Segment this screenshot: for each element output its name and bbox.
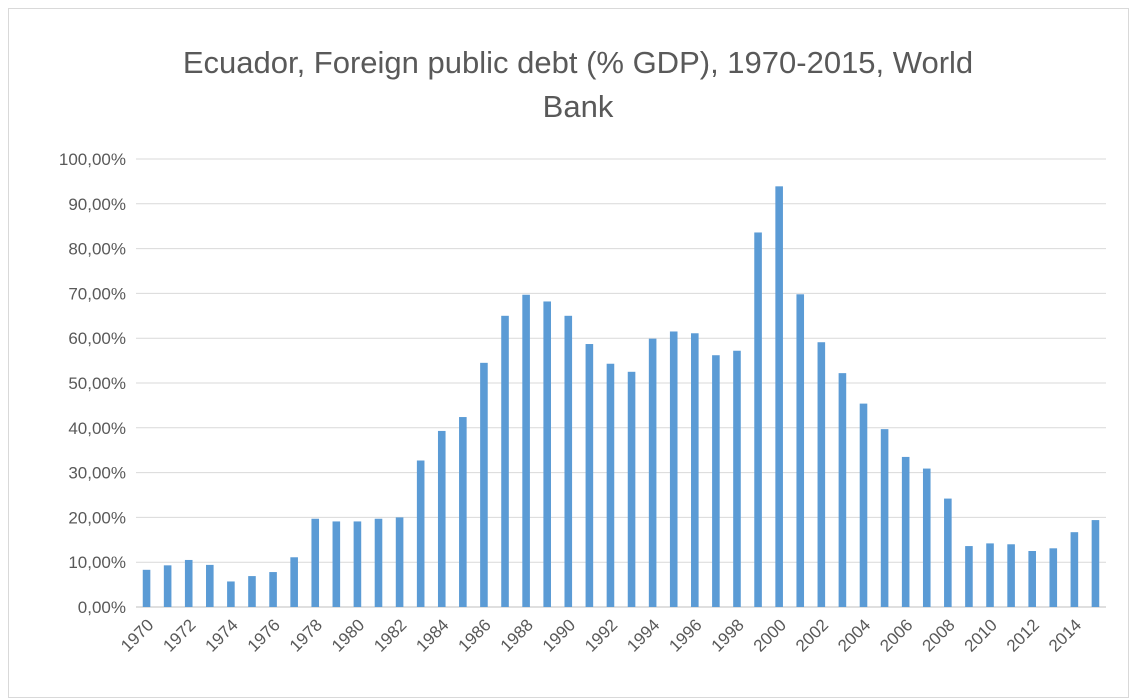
y-tick-label: 60,00%	[68, 329, 126, 348]
x-tick-label: 1986	[455, 615, 495, 655]
bar-1999	[754, 232, 762, 608]
bar-1990	[564, 315, 573, 607]
bar-2001	[796, 294, 805, 607]
bar-2006	[901, 456, 910, 607]
bar-1993	[627, 371, 636, 607]
bar-2003	[838, 373, 847, 607]
x-tick-label: 2006	[876, 615, 916, 655]
bar-1986	[480, 362, 488, 607]
bar-1970	[142, 569, 151, 607]
bar-2007	[922, 468, 931, 607]
gridlines	[136, 158, 1106, 608]
x-tick-label: 1992	[581, 615, 621, 655]
bar-1981	[374, 518, 383, 607]
y-tick-label: 20,00%	[68, 508, 126, 527]
x-tick-label: 2000	[750, 615, 790, 655]
bar-1994	[648, 338, 657, 607]
bar-1992	[606, 363, 615, 607]
x-tick-label: 1972	[159, 615, 199, 655]
bar-1989	[543, 301, 551, 607]
x-tick-label: 1996	[665, 615, 705, 655]
bar-1984	[437, 430, 446, 607]
bar-1973	[206, 564, 214, 607]
bar-2015	[1091, 520, 1100, 607]
y-tick-label: 30,00%	[68, 464, 126, 483]
bar-2014	[1070, 532, 1079, 607]
bar-1998	[733, 350, 741, 607]
y-tick-label: 90,00%	[68, 195, 126, 214]
bar-1982	[395, 517, 404, 607]
bar-1978	[311, 518, 320, 607]
bar-1980	[353, 521, 362, 607]
x-tick-label: 1984	[412, 615, 452, 655]
x-tick-label: 2002	[792, 615, 832, 655]
bar-2004	[859, 403, 868, 607]
bar-1985	[459, 417, 467, 607]
y-tick-label: 50,00%	[68, 374, 126, 393]
x-tick-label: 2008	[918, 615, 958, 655]
bar-1983	[416, 460, 425, 607]
x-tick-label: 1990	[539, 615, 579, 655]
y-tick-label: 70,00%	[68, 284, 126, 303]
bar-2012	[1028, 551, 1036, 607]
bar-1975	[248, 576, 256, 607]
y-tick-label: 40,00%	[68, 419, 126, 438]
bar-2000	[775, 186, 783, 607]
chart-title-line-2: Bank	[543, 89, 614, 124]
x-tick-label: 2010	[961, 615, 1001, 655]
bar-2002	[817, 342, 826, 607]
x-tick-label: 1976	[244, 615, 284, 655]
bar-1979	[332, 521, 341, 607]
y-tick-label: 10,00%	[68, 553, 126, 572]
bar-1991	[585, 344, 594, 607]
x-tick-label: 1974	[202, 615, 242, 655]
x-tick-label: 1988	[497, 615, 537, 655]
x-tick-label: 2004	[834, 615, 874, 655]
bar-1995	[669, 331, 678, 607]
bar-2010	[986, 543, 994, 607]
bar-1977	[290, 557, 298, 607]
x-tick-label: 1980	[328, 615, 368, 655]
x-axis-labels: 1970 1972 1974 1976 1978 1980 1982 1984 1986 1988…	[117, 615, 1085, 655]
x-tick-label: 2012	[1003, 615, 1043, 655]
y-tick-label: 100,00%	[59, 150, 126, 169]
bar-1987	[501, 315, 509, 607]
y-tick-label: 80,00%	[68, 240, 126, 259]
x-tick-label: 1994	[623, 615, 663, 655]
bar-1974	[227, 581, 235, 607]
bar-1976	[269, 572, 277, 607]
bar-1988	[522, 294, 530, 607]
x-tick-label: 1970	[117, 615, 157, 655]
bars	[142, 186, 1100, 608]
y-tick-label: 0,00%	[78, 598, 126, 617]
bar-1972	[184, 559, 193, 607]
bar-1971	[163, 565, 172, 607]
bar-2008	[944, 498, 952, 607]
bar-2011	[1007, 544, 1015, 607]
y-axis-labels: 0,00% 10,00% 20,00% 30,00% 40,00% 50,00% 60,00…	[59, 150, 126, 617]
bar-1997	[712, 355, 720, 607]
bar-2013	[1049, 548, 1058, 607]
bar-1996	[691, 333, 699, 607]
x-tick-label: 1978	[286, 615, 326, 655]
bar-2009	[965, 546, 973, 607]
bar-2005	[880, 429, 889, 607]
x-tick-label: 1998	[708, 615, 748, 655]
chart-title-line-1: Ecuador, Foreign public debt (% GDP), 19…	[183, 45, 973, 80]
x-tick-label: 2014	[1045, 615, 1085, 655]
x-tick-label: 1982	[370, 615, 410, 655]
